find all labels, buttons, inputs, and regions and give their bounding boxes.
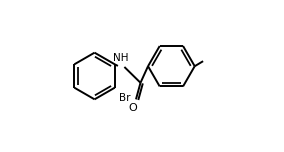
Text: O: O <box>129 103 137 113</box>
Text: NH: NH <box>113 54 129 64</box>
Text: Br: Br <box>119 93 131 103</box>
